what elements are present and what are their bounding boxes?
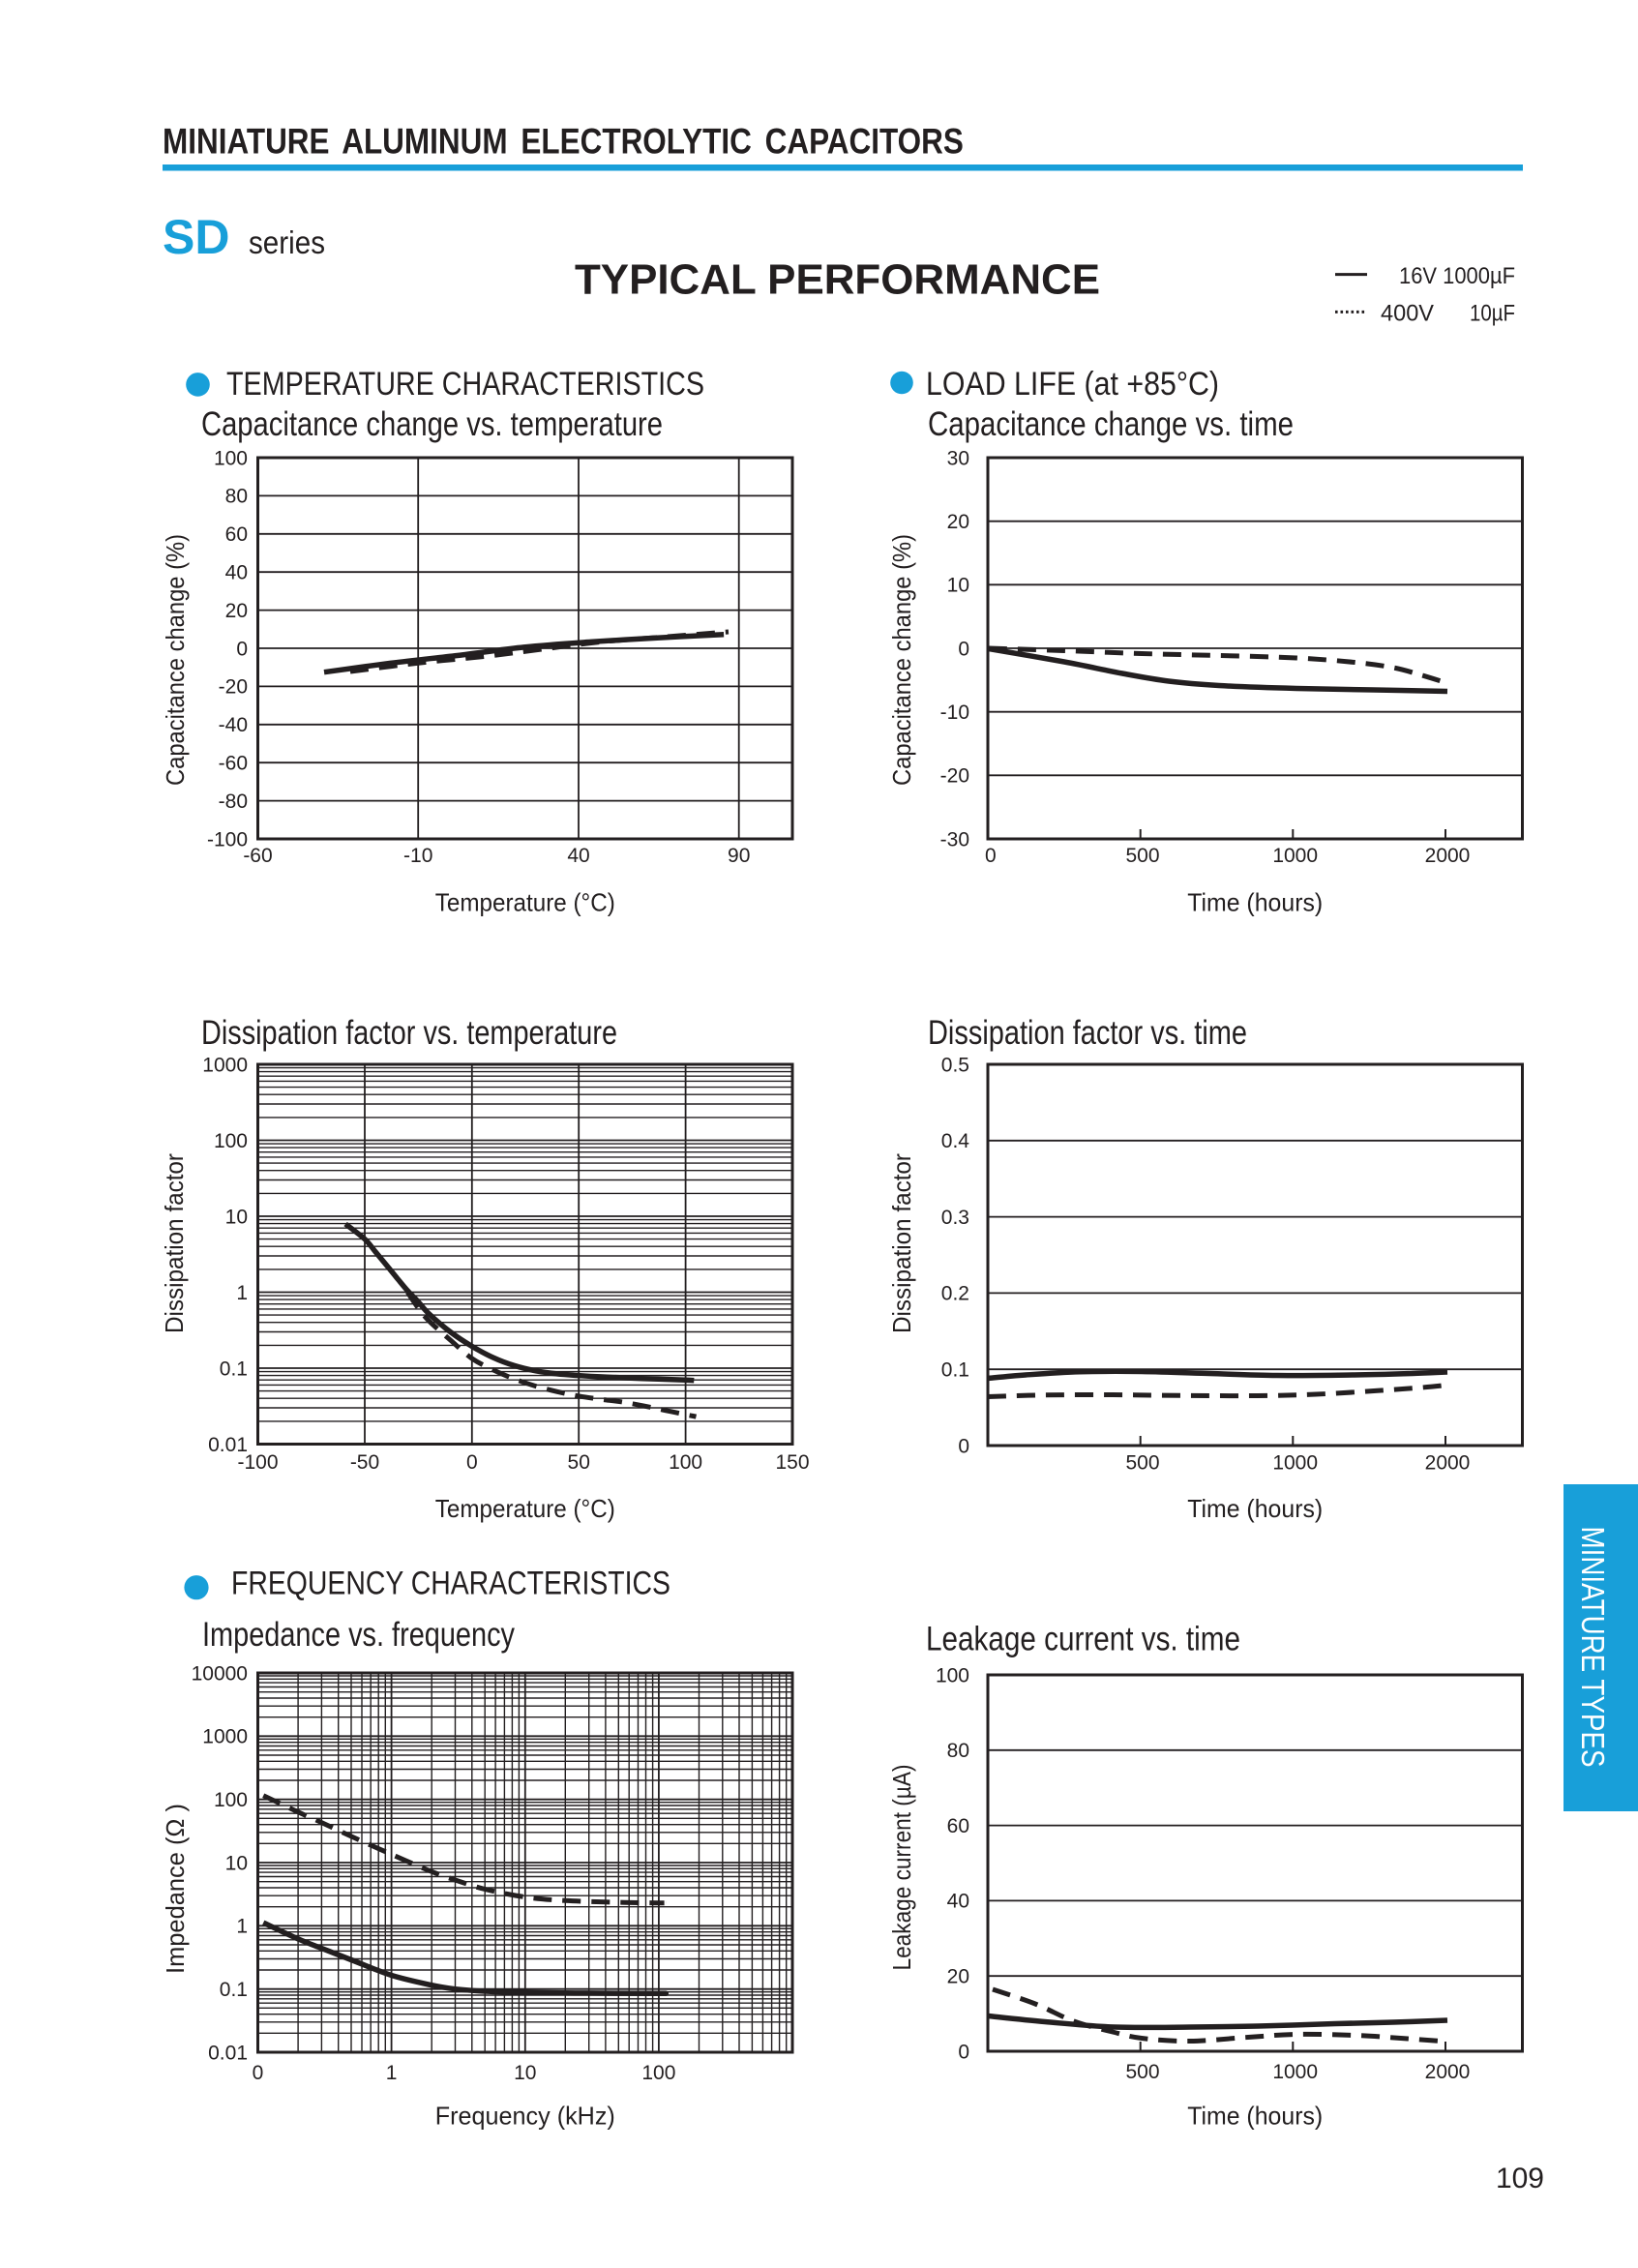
svg-text:0.2: 0.2	[941, 1283, 969, 1305]
svg-text:Capacitance change (%): Capacitance change (%)	[887, 534, 916, 786]
svg-text:40: 40	[947, 1891, 969, 1913]
svg-text:Dissipation factor vs. time: Dissipation factor vs. time	[928, 1014, 1247, 1052]
svg-text:-30: -30	[940, 828, 969, 850]
svg-text:10: 10	[225, 1852, 248, 1874]
svg-text:-10: -10	[403, 845, 432, 867]
svg-text:60: 60	[225, 523, 248, 546]
svg-text:10000: 10000	[192, 1662, 248, 1685]
svg-text:FREQUENCY CHARACTERISTICS: FREQUENCY CHARACTERISTICS	[231, 1565, 670, 1601]
svg-text:Time (hours): Time (hours)	[1187, 1494, 1323, 1523]
svg-text:-20: -20	[940, 765, 969, 788]
svg-text:2000: 2000	[1425, 845, 1471, 867]
svg-text:Capacitance change (%): Capacitance change (%)	[161, 534, 190, 786]
svg-text:-20: -20	[219, 676, 248, 699]
svg-text:0.3: 0.3	[941, 1207, 969, 1229]
svg-text:series: series	[249, 224, 325, 260]
svg-text:-100: -100	[207, 828, 248, 850]
svg-text:30: 30	[947, 447, 969, 469]
svg-text:Frequency (kHz): Frequency (kHz)	[435, 2102, 615, 2131]
svg-text:-80: -80	[219, 791, 248, 813]
svg-text:0: 0	[236, 638, 248, 660]
svg-text:1: 1	[386, 2062, 398, 2084]
svg-text:60: 60	[947, 1815, 969, 1837]
svg-text:Capacitance change vs. time: Capacitance change vs. time	[928, 405, 1294, 443]
svg-text:1000: 1000	[1272, 1452, 1318, 1475]
svg-text:0: 0	[958, 1435, 969, 1457]
svg-text:500: 500	[1125, 2061, 1159, 2083]
svg-text:109: 109	[1496, 2163, 1544, 2194]
svg-text:80: 80	[225, 486, 248, 508]
svg-text:20: 20	[947, 1966, 969, 1988]
svg-text:Leakage current vs. time: Leakage current vs. time	[926, 1621, 1240, 1658]
svg-text:1000: 1000	[1272, 2061, 1318, 2083]
svg-text:10: 10	[225, 1206, 248, 1228]
svg-text:40: 40	[225, 562, 248, 584]
svg-text:SD: SD	[163, 210, 229, 264]
svg-text:Leakage current (µA): Leakage current (µA)	[887, 1765, 916, 1971]
svg-text:0.1: 0.1	[220, 1979, 248, 2001]
svg-text:500: 500	[1125, 845, 1159, 867]
svg-text:2000: 2000	[1425, 2061, 1471, 2083]
svg-text:-10: -10	[940, 701, 969, 724]
svg-text:0: 0	[466, 1451, 478, 1474]
svg-text:0.1: 0.1	[941, 1359, 969, 1382]
svg-text:400V: 400V	[1381, 301, 1434, 327]
svg-text:0: 0	[958, 2041, 969, 2063]
svg-text:TEMPERATURE CHARACTERISTICS: TEMPERATURE CHARACTERISTICS	[226, 366, 704, 403]
svg-text:0.4: 0.4	[941, 1130, 970, 1152]
svg-text:0: 0	[253, 2062, 264, 2084]
svg-text:Impedance (Ω ): Impedance (Ω )	[161, 1804, 190, 1974]
svg-text:80: 80	[947, 1740, 969, 1762]
svg-text:0: 0	[985, 845, 997, 867]
svg-text:Dissipation factor vs. tempera: Dissipation factor vs. temperature	[201, 1014, 617, 1052]
svg-text:100: 100	[669, 1451, 702, 1474]
svg-text:1: 1	[236, 1916, 248, 1938]
svg-text:Impedance vs. frequency: Impedance vs. frequency	[202, 1616, 515, 1654]
svg-text:100: 100	[214, 1789, 248, 1811]
svg-text:Dissipation factor: Dissipation factor	[160, 1153, 189, 1333]
svg-text:16V 1000µF: 16V 1000µF	[1399, 263, 1515, 289]
svg-text:0.01: 0.01	[208, 2042, 248, 2064]
svg-text:-60: -60	[219, 753, 248, 775]
svg-text:-60: -60	[243, 845, 272, 867]
svg-text:-100: -100	[237, 1451, 278, 1474]
svg-text:20: 20	[947, 511, 969, 533]
svg-text:2000: 2000	[1425, 1452, 1471, 1475]
svg-text:500: 500	[1125, 1452, 1159, 1475]
svg-text:Time (hours): Time (hours)	[1187, 888, 1323, 917]
svg-text:100: 100	[214, 447, 248, 469]
svg-text:0.01: 0.01	[208, 1434, 248, 1456]
svg-text:Dissipation factor: Dissipation factor	[887, 1153, 916, 1333]
svg-text:1000: 1000	[1272, 845, 1318, 867]
svg-text:Capacitance change vs. tempera: Capacitance change vs. temperature	[201, 405, 663, 443]
svg-text:TYPICAL PERFORMANCE: TYPICAL PERFORMANCE	[575, 256, 1100, 304]
svg-text:20: 20	[225, 600, 248, 622]
svg-text:100: 100	[936, 1664, 969, 1686]
svg-text:10µF: 10µF	[1470, 301, 1515, 327]
svg-text:90: 90	[728, 845, 750, 867]
svg-text:1: 1	[236, 1282, 248, 1304]
svg-text:Temperature (°C): Temperature (°C)	[435, 1494, 615, 1523]
svg-text:MINIATURE ALUMINUM ELECTROLYTI: MINIATURE ALUMINUM ELECTROLYTIC CAPACITO…	[163, 122, 964, 162]
svg-text:100: 100	[641, 2062, 675, 2084]
svg-text:100: 100	[214, 1130, 248, 1152]
svg-text:1000: 1000	[202, 1054, 248, 1076]
svg-text:40: 40	[567, 845, 589, 867]
svg-text:50: 50	[568, 1451, 590, 1474]
svg-text:1000: 1000	[202, 1726, 248, 1748]
svg-text:0.5: 0.5	[941, 1054, 969, 1076]
svg-text:150: 150	[775, 1451, 809, 1474]
svg-text:10: 10	[947, 575, 969, 597]
svg-text:0.1: 0.1	[220, 1358, 248, 1380]
svg-text:-50: -50	[350, 1451, 379, 1474]
svg-text:-40: -40	[219, 714, 248, 736]
svg-text:Time (hours): Time (hours)	[1187, 2102, 1323, 2131]
svg-text:10: 10	[514, 2062, 536, 2084]
svg-text:Temperature (°C): Temperature (°C)	[435, 888, 615, 917]
svg-text:0: 0	[958, 638, 969, 660]
svg-text:LOAD LIFE (at +85°C): LOAD LIFE (at +85°C)	[926, 366, 1219, 403]
svg-text:MINIATURE TYPES: MINIATURE TYPES	[1575, 1527, 1611, 1768]
